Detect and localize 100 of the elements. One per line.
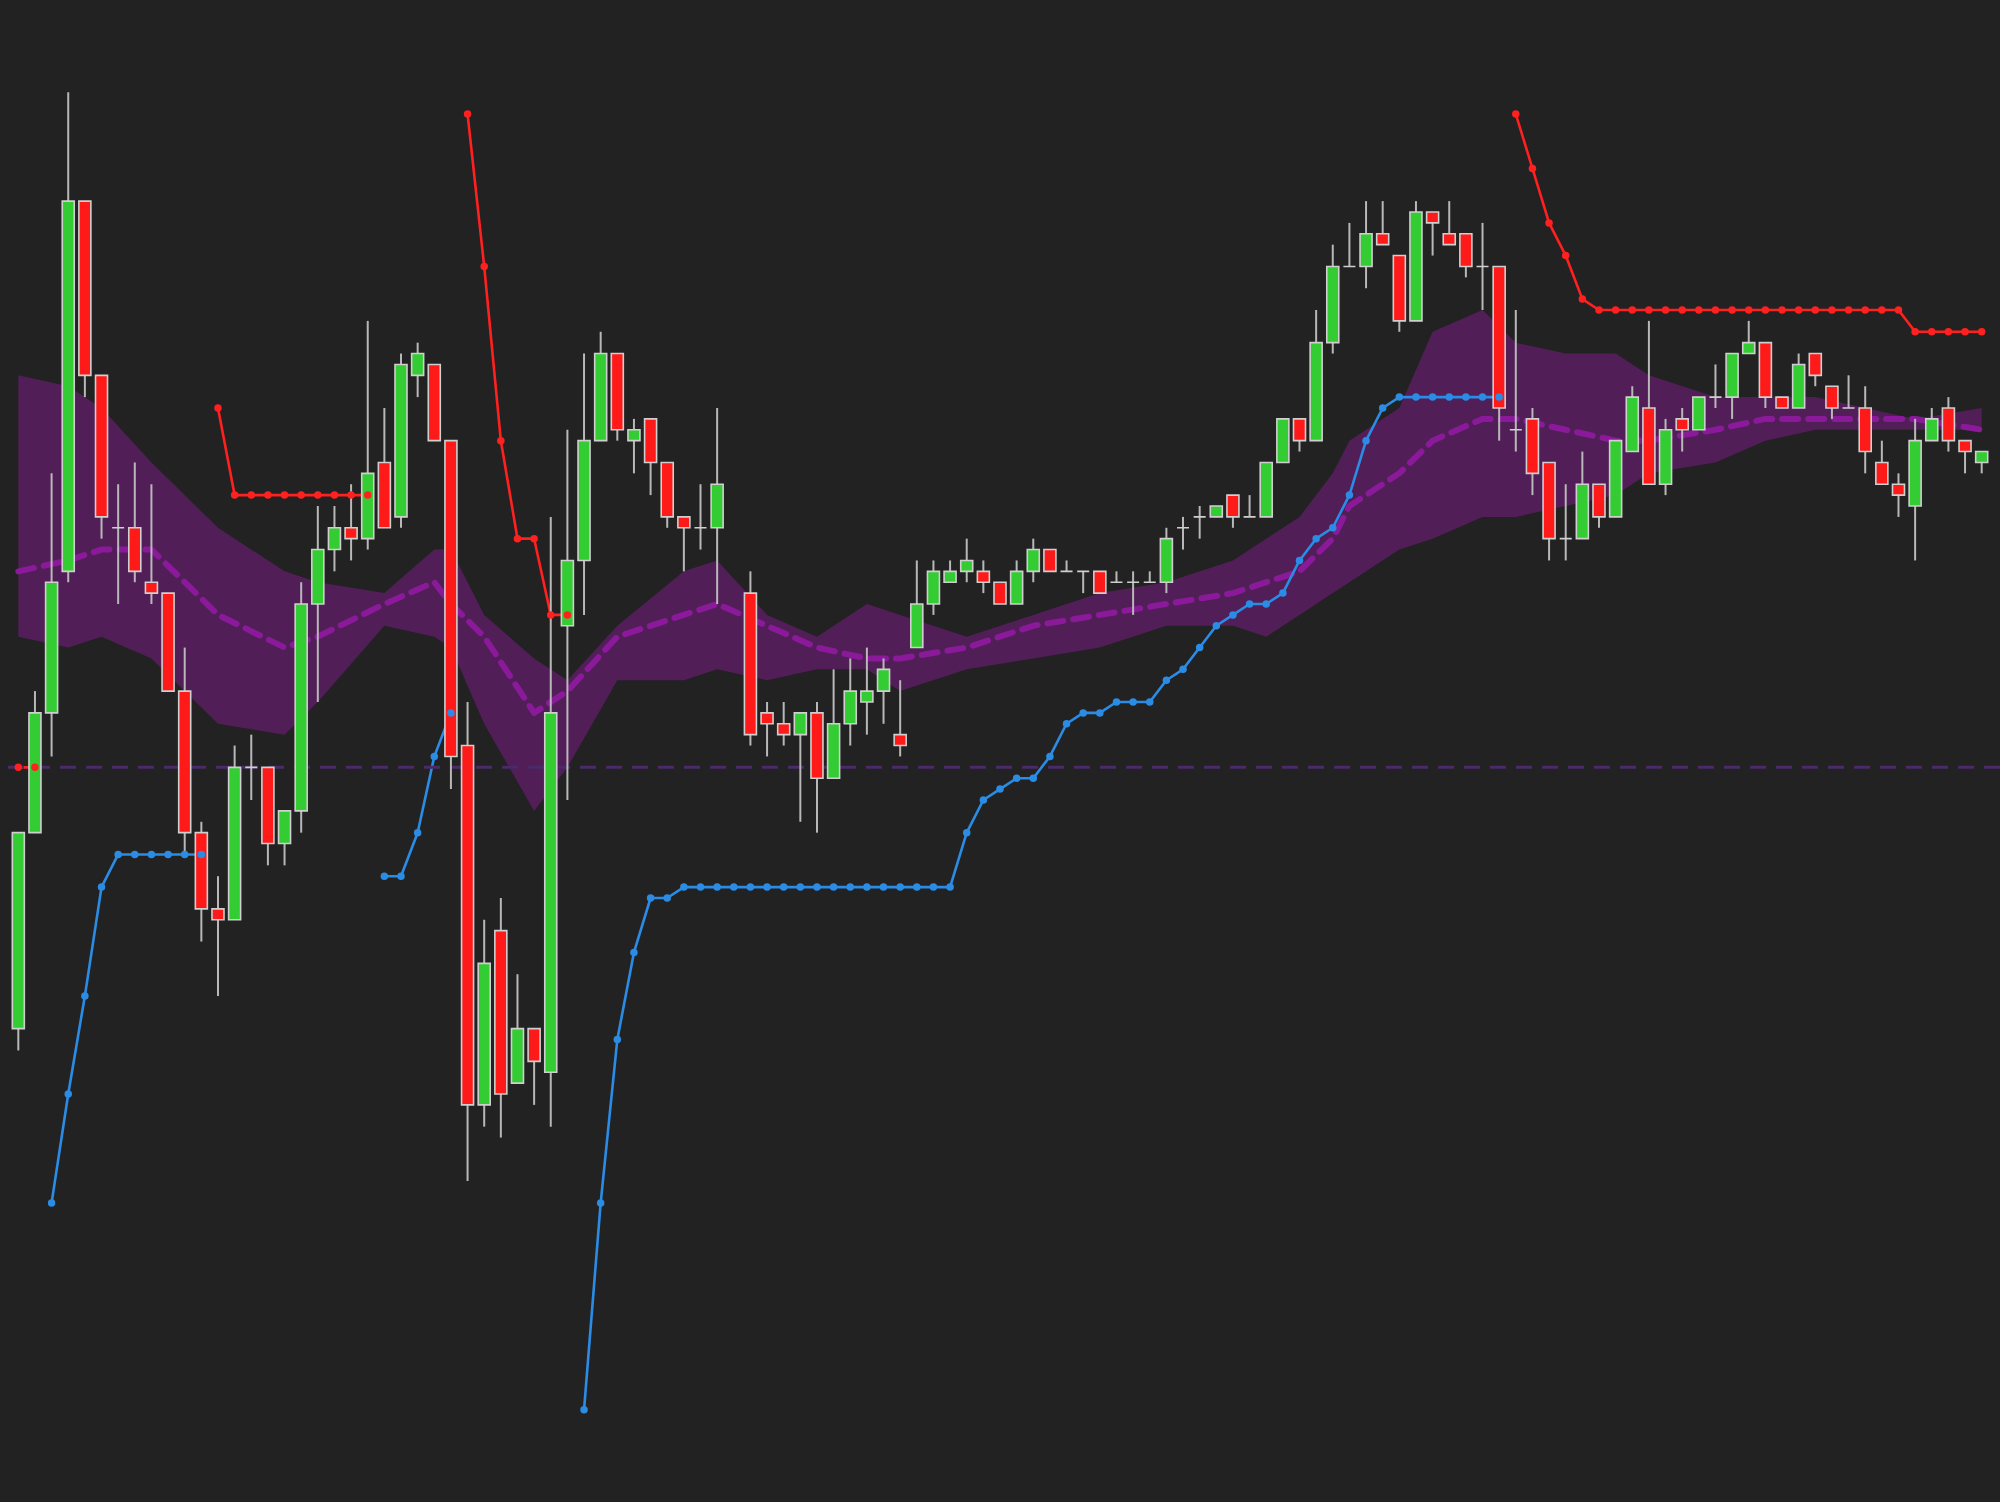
point: [913, 883, 921, 891]
candlestick: [127, 461, 142, 584]
point: [1728, 306, 1736, 314]
point: [97, 883, 106, 891]
point: [1395, 393, 1404, 401]
point: [813, 883, 821, 891]
point: [979, 796, 988, 804]
point: [1611, 306, 1620, 314]
point: [1279, 589, 1287, 597]
point: [946, 883, 954, 891]
point: [846, 883, 854, 891]
point: [1944, 328, 1953, 336]
point: [929, 883, 938, 891]
point: [1378, 404, 1387, 412]
point: [563, 611, 572, 619]
point: [613, 1035, 622, 1044]
point: [480, 262, 488, 271]
candlestick: [1192, 505, 1207, 540]
point: [1578, 295, 1587, 303]
candlestick: [1509, 309, 1523, 453]
point: [1062, 720, 1071, 728]
point: [447, 709, 455, 717]
point: [1428, 393, 1437, 401]
point: [696, 883, 705, 891]
point: [1828, 306, 1836, 314]
candlestick: [1076, 570, 1090, 595]
point: [829, 883, 838, 891]
candlestick: [1126, 570, 1140, 616]
point: [896, 883, 904, 891]
point: [863, 883, 871, 891]
point: [663, 894, 671, 902]
point: [630, 948, 638, 957]
point: [264, 491, 272, 499]
point: [31, 763, 39, 772]
point: [1695, 306, 1703, 314]
point: [763, 883, 771, 891]
point: [1894, 306, 1903, 314]
point: [430, 752, 439, 761]
point: [497, 436, 505, 445]
point: [1079, 709, 1087, 717]
point: [1561, 251, 1570, 260]
candlestick: [1825, 385, 1839, 420]
point: [547, 611, 555, 619]
point: [1362, 436, 1370, 445]
point: [1179, 665, 1187, 674]
point: [1229, 611, 1237, 619]
point: [779, 883, 788, 891]
candlestick: [893, 679, 907, 758]
point: [1778, 306, 1786, 314]
point: [1312, 534, 1320, 543]
point: [730, 883, 738, 891]
candlestick: [1142, 570, 1157, 584]
point: [1628, 306, 1637, 314]
point: [1146, 698, 1154, 706]
point: [230, 491, 239, 499]
point: [1861, 306, 1869, 314]
point: [347, 491, 355, 499]
point: [380, 872, 389, 880]
point: [1878, 306, 1886, 314]
point: [1462, 393, 1470, 401]
candlestick: [1176, 515, 1190, 551]
candlestick: [1059, 559, 1074, 573]
point: [1794, 306, 1803, 314]
point: [1012, 774, 1021, 782]
point: [413, 828, 422, 837]
point: [1512, 110, 1520, 118]
point: [1412, 393, 1420, 401]
point: [64, 1090, 72, 1098]
point: [114, 850, 122, 859]
point: [1961, 328, 1969, 336]
point: [81, 992, 89, 1000]
point: [1811, 306, 1820, 314]
point: [746, 883, 755, 891]
point: [646, 894, 655, 902]
point: [197, 850, 206, 859]
point: [1345, 491, 1354, 499]
point: [1545, 219, 1553, 227]
point: [796, 883, 805, 891]
point: [180, 850, 189, 859]
candlestick: [111, 483, 125, 605]
point: [1029, 774, 1038, 782]
point: [1595, 306, 1603, 314]
point: [713, 883, 721, 891]
point: [1844, 306, 1853, 314]
point: [513, 534, 522, 543]
point: [147, 850, 156, 859]
point: [314, 491, 322, 499]
point: [1977, 328, 1986, 336]
point: [131, 850, 139, 859]
point: [397, 872, 405, 880]
point: [297, 491, 305, 499]
point: [330, 491, 339, 499]
point: [280, 491, 289, 499]
point: [962, 828, 971, 837]
point: [1661, 306, 1670, 314]
point: [1478, 393, 1487, 401]
point: [1445, 393, 1453, 401]
point: [996, 785, 1004, 793]
point: [1212, 622, 1221, 630]
point: [1162, 676, 1171, 684]
